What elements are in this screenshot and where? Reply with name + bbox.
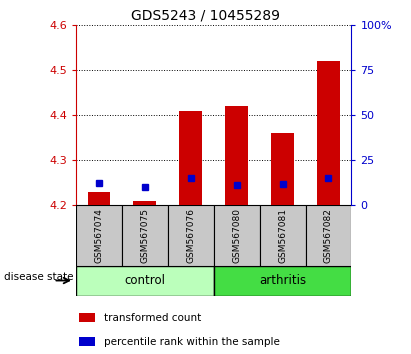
Bar bbox=[88, 192, 111, 205]
Bar bbox=[317, 61, 340, 205]
Bar bbox=[260, 205, 305, 266]
Text: GSM567075: GSM567075 bbox=[141, 208, 149, 263]
Text: disease state: disease state bbox=[4, 272, 74, 282]
Text: arthritis: arthritis bbox=[259, 274, 306, 287]
Text: GSM567076: GSM567076 bbox=[186, 208, 195, 263]
Text: GSM567074: GSM567074 bbox=[95, 208, 104, 263]
Bar bbox=[305, 205, 351, 266]
Bar bbox=[76, 266, 214, 296]
Bar bbox=[79, 337, 95, 346]
Bar bbox=[168, 205, 214, 266]
Bar bbox=[271, 133, 294, 205]
Text: control: control bbox=[125, 274, 165, 287]
Bar bbox=[134, 201, 156, 205]
Bar bbox=[214, 266, 351, 296]
Bar bbox=[79, 313, 95, 322]
Text: GDS5243 / 10455289: GDS5243 / 10455289 bbox=[131, 9, 280, 23]
Text: transformed count: transformed count bbox=[104, 313, 201, 323]
Text: percentile rank within the sample: percentile rank within the sample bbox=[104, 337, 279, 347]
Text: GSM567080: GSM567080 bbox=[232, 208, 241, 263]
Bar bbox=[76, 205, 122, 266]
Bar bbox=[122, 205, 168, 266]
Bar bbox=[225, 106, 248, 205]
Bar bbox=[179, 110, 202, 205]
Text: GSM567081: GSM567081 bbox=[278, 208, 287, 263]
Bar bbox=[214, 205, 260, 266]
Text: GSM567082: GSM567082 bbox=[324, 208, 333, 263]
